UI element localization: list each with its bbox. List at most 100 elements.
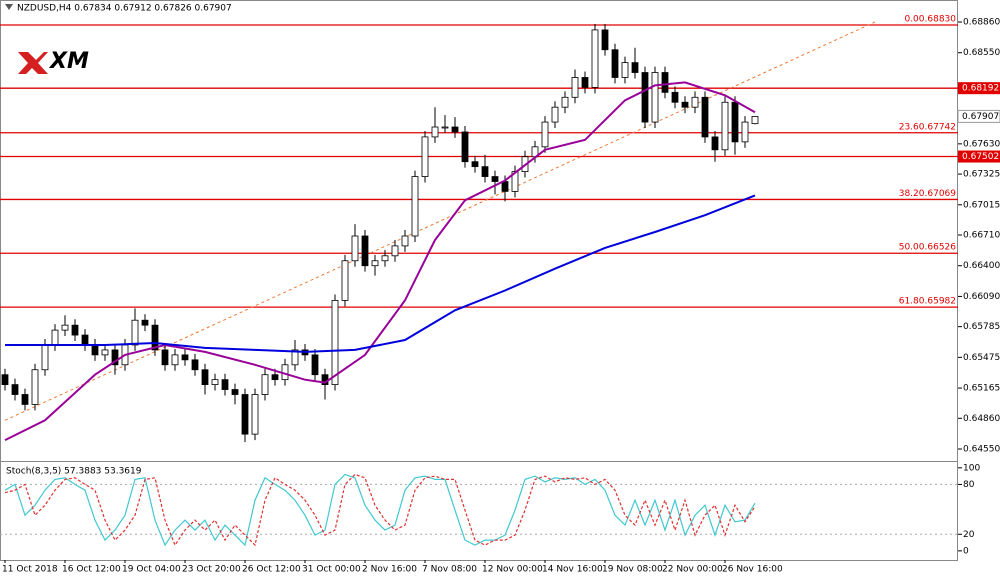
candle-body: [501, 181, 509, 192]
candle-body: [571, 77, 579, 98]
y-tick-label: 0: [963, 546, 969, 556]
candle-body: [341, 260, 349, 301]
x-tick-label: 19 Nov 08:00: [602, 565, 663, 575]
x-tick-label: 12 Nov 00:00: [482, 565, 543, 575]
candle-body: [221, 379, 229, 390]
candle-body: [461, 131, 469, 163]
logo-mark: [18, 52, 48, 74]
candle-body: [151, 324, 159, 351]
x-tick-label: 26 Nov 16:00: [722, 565, 783, 575]
candle-body: [91, 344, 99, 356]
price-tag: [958, 82, 1000, 95]
candle-body: [431, 126, 439, 138]
y-tick-label: 0.65165: [963, 384, 1000, 394]
candle-body: [441, 126, 449, 129]
symbol-icon: [5, 4, 13, 10]
candle-body: [641, 72, 649, 123]
y-tick-label: 0.66090: [963, 292, 1000, 302]
x-tick-label: 31 Oct 00:00: [302, 565, 361, 575]
candle-body: [621, 62, 629, 78]
candle-body: [51, 329, 59, 346]
candle-body: [21, 394, 29, 405]
y-tick-label: 0.65475: [963, 353, 1000, 363]
y-tick-label: 80: [963, 480, 975, 490]
x-tick-label: 11 Oct 2018: [2, 565, 58, 575]
plot-frame: [0, 0, 958, 561]
candle-body: [741, 121, 749, 143]
y-tick-label: 0.66710: [963, 231, 1000, 241]
x-tick-label: 14 Nov 16:00: [542, 565, 603, 575]
candle-body: [111, 349, 119, 366]
candle-body: [681, 101, 689, 108]
y-tick-label: 0.64860: [963, 414, 1000, 424]
candle-body: [731, 101, 739, 143]
candle-body: [411, 176, 419, 237]
candle-body: [401, 235, 409, 247]
candle-body: [351, 235, 359, 262]
candle-body: [611, 49, 619, 78]
candle-body: [41, 344, 49, 371]
candle-body: [551, 106, 559, 123]
candle-body: [631, 62, 639, 73]
moving-average: [4, 81, 756, 441]
x-tick-label: 16 Oct 12:00: [62, 565, 121, 575]
candle-body: [81, 334, 89, 346]
y-tick-label: 0.67325: [963, 170, 1000, 180]
candle-body: [331, 299, 339, 386]
x-tick-label: 7 Nov 08:00: [422, 565, 477, 575]
x-tick-label: 23 Oct 20:00: [182, 565, 241, 575]
candle-body: [711, 136, 719, 151]
candle-body: [141, 319, 149, 326]
candle-body: [721, 101, 729, 151]
price-tag: [958, 150, 1000, 163]
candle-body: [71, 324, 79, 336]
x-tick-label: 19 Oct 04:00: [122, 565, 181, 575]
candle-body: [161, 349, 169, 366]
x-tick-label: 22 Nov 00:00: [662, 565, 723, 575]
candle-body: [651, 72, 659, 123]
candle-body: [241, 394, 249, 435]
x-tick-label: 2 Nov 16:00: [362, 565, 417, 575]
candle-body: [1, 374, 9, 386]
candle-body: [661, 72, 669, 93]
candle-body: [381, 255, 389, 262]
candle-body: [191, 359, 199, 371]
candle-body: [391, 245, 399, 257]
indicator-line: [4, 473, 756, 547]
candle-body: [261, 374, 269, 395]
current-price-label: 0.67907: [962, 112, 999, 122]
candle-body: [701, 96, 709, 138]
candle-body: [231, 389, 239, 395]
candle-body: [131, 319, 139, 346]
y-tick-label: 0.68550: [963, 48, 1000, 58]
candle-body: [541, 121, 549, 148]
y-tick-label: 20: [963, 530, 975, 540]
candle-body: [291, 349, 299, 366]
y-tick-label: 0.68860: [963, 17, 1000, 27]
candle-body: [101, 349, 109, 356]
candle-body: [421, 136, 429, 177]
price-tag-label: 0.67502: [962, 152, 999, 162]
candle-body: [451, 126, 459, 133]
candle-body: [471, 161, 479, 168]
candle-body: [691, 96, 699, 108]
candle-body: [561, 96, 569, 108]
fib-level-label: 23.60.67742: [899, 122, 956, 132]
y-tick-label: 0.67015: [963, 200, 1000, 210]
logo-text: XM: [48, 49, 89, 74]
chart-title: NZDUSD,H4 0.67834 0.67912 0.67826 0.6790…: [17, 4, 232, 14]
candle-body: [211, 379, 219, 386]
price-tag-label: 0.68192: [962, 84, 999, 94]
candle-body: [311, 354, 319, 376]
candle-body: [181, 354, 189, 361]
y-tick-label: 0.65785: [963, 322, 1000, 332]
candle-body: [751, 116, 759, 125]
fib-level-label: 0.00.68830: [904, 14, 956, 24]
candle-body: [481, 166, 489, 177]
candle-body: [201, 369, 209, 386]
y-tick-label: 100: [963, 463, 980, 473]
candle-body: [361, 235, 369, 267]
y-tick-label: 0.67630: [963, 139, 1000, 149]
candle-body: [601, 29, 609, 51]
